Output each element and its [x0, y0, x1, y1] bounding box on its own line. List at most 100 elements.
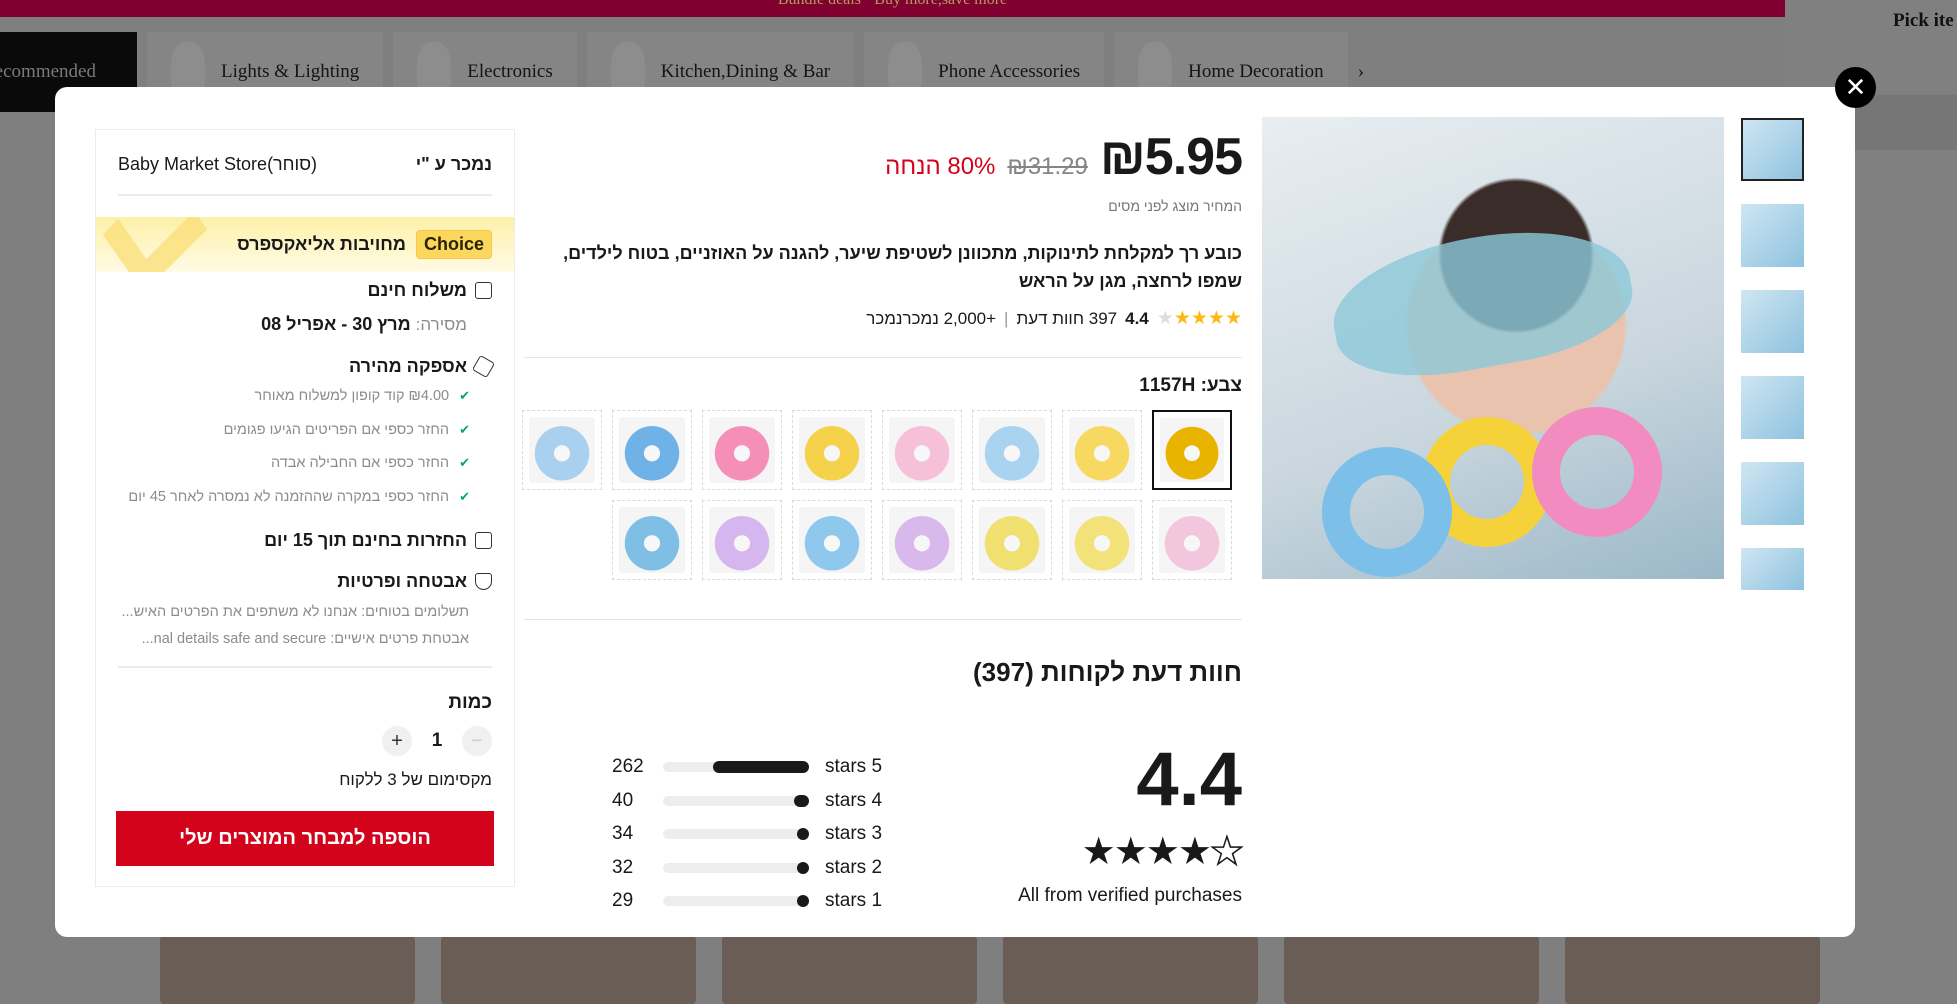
color-swatch[interactable] [792, 410, 872, 490]
benefit-item: ✔ ₪4.00 קוד קופון למשלוח מאוחר [254, 388, 470, 404]
product-tile[interactable] [722, 936, 977, 1004]
swatch-image [889, 417, 955, 483]
max-per-customer: מקסימום של 3 ללקוח [339, 770, 492, 789]
image-detail [1322, 447, 1452, 577]
thumbnail[interactable] [1741, 376, 1804, 439]
quantity-value[interactable]: 1 [431, 730, 443, 751]
quantity-label: כמות [448, 692, 492, 713]
truck-icon [475, 282, 492, 299]
product-tile[interactable] [1565, 936, 1820, 1004]
thumbnail[interactable] [1741, 204, 1804, 267]
chevron-right-icon[interactable]: › [1357, 61, 1365, 82]
security-line: תשלומים בטוחים: אנחנו לא משתפים את הפרטי… [121, 604, 470, 620]
swatch-image [709, 507, 775, 573]
rating-count: 34 [612, 823, 634, 844]
verified-note: All from verified purchases [1018, 885, 1242, 906]
check-mark-decoration [102, 217, 208, 272]
color-swatch[interactable] [702, 500, 782, 580]
swatch-image [799, 507, 865, 573]
thumbnail[interactable] [1741, 118, 1804, 181]
swatch-image [979, 507, 1045, 573]
rating-bar [663, 761, 809, 773]
decrease-button[interactable]: − [462, 726, 492, 756]
color-swatch[interactable] [612, 410, 692, 490]
thumbnail[interactable] [1741, 462, 1804, 525]
color-swatch[interactable] [1152, 500, 1232, 580]
swatch-image [1159, 507, 1225, 573]
rating-label: stars 3 [825, 823, 883, 844]
swatch-image [1069, 417, 1135, 483]
product-tile[interactable] [1284, 936, 1539, 1004]
banner-text: Bundle deals · Buy more,save more [778, 0, 1007, 8]
check-icon: ✔ [459, 489, 470, 504]
shield-icon [475, 573, 492, 590]
product-tile[interactable] [441, 936, 696, 1004]
color-swatch[interactable] [972, 500, 1052, 580]
product-summary: ₪5.95 ₪31.29 80% הנחה המחיר מוצג לפני מס… [524, 127, 1243, 331]
rating-label: stars 4 [825, 789, 883, 811]
benefit-item: ✔ החזר כספי אם החבילה אבדה [270, 455, 470, 471]
color-swatch[interactable] [882, 500, 962, 580]
rating-count: 32 [612, 856, 634, 878]
thumbnail[interactable] [1741, 290, 1804, 353]
color-swatch[interactable] [882, 410, 962, 490]
purchase-panel: נמכר ע "י (סוחר)Baby Market Store Choice… [95, 129, 515, 887]
benefit-item: ✔ החזר כספי במקרה שההזמנה לא נמסרה לאחר 4… [128, 489, 470, 505]
discount: 80% הנחה [885, 153, 996, 180]
quantity-stepper: − 1 + [118, 726, 492, 756]
rating-label: stars 2 [825, 856, 883, 878]
rating-count: 29 [612, 890, 634, 911]
benefit-item: ✔ החזר כספי אם הפריטים הגיעו פגומים [223, 422, 470, 438]
product-details: ₪5.95 ₪31.29 80% הנחה המחיר מוצג לפני מס… [522, 117, 1245, 917]
average-stars: ★★★★★ [1081, 830, 1245, 874]
sold-count: +2,000 נמכרנמכר [866, 309, 997, 328]
store-link[interactable]: (סוחר)Baby Market Store [118, 154, 317, 174]
color-swatch[interactable] [702, 410, 782, 490]
swatch-image [619, 507, 685, 573]
check-icon: ✔ [459, 388, 470, 403]
security-line: אבטחת פרטים אישיים: nal details safe and… [141, 631, 469, 647]
rating-bar [663, 794, 809, 807]
choice-badge: Choice [415, 230, 492, 259]
original-price: ₪31.29 [1007, 153, 1088, 180]
swatch-image [1069, 507, 1135, 573]
star-icon: ★ [1173, 308, 1191, 329]
product-tiles [160, 936, 1820, 1004]
return-box-icon [475, 532, 492, 549]
product-main-image[interactable] [1262, 117, 1724, 579]
rating-bar-fill [796, 828, 809, 840]
increase-button[interactable]: + [382, 726, 412, 756]
color-swatch[interactable] [1152, 410, 1232, 490]
swatch-image [529, 417, 595, 483]
product-tile[interactable] [160, 936, 415, 1004]
divider [524, 619, 1242, 620]
rating-bar [663, 895, 809, 907]
promo-banner[interactable]: Bundle deals · Buy more,save more [0, 0, 1785, 17]
product-tile[interactable] [1003, 936, 1258, 1004]
color-swatch[interactable] [1062, 500, 1142, 580]
close-icon[interactable]: ✕ [1835, 67, 1876, 108]
image-detail [1322, 211, 1642, 393]
delivery-dates: מסירה: מרץ 30 - אפריל 08 [261, 314, 467, 334]
rating-bar-fill [797, 895, 809, 907]
rating-bar-fill [712, 761, 809, 773]
color-swatch[interactable] [792, 500, 872, 580]
color-swatch[interactable] [522, 410, 602, 490]
thumbnail[interactable] [1741, 548, 1804, 590]
swatch-image [709, 417, 775, 483]
check-icon: ✔ [459, 422, 470, 437]
color-swatch[interactable] [612, 500, 692, 580]
free-returns: החזרות בחינם תוך 15 יום [118, 530, 492, 551]
add-to-cart-button[interactable]: הוספה למבחר המוצרים שלי [116, 811, 494, 866]
separator: | [1004, 309, 1009, 328]
color-label: צבע: 1157H [1139, 375, 1242, 396]
rating-label: stars 1 [825, 890, 883, 911]
reviews-link[interactable]: 397 חוות דעת [1016, 309, 1118, 328]
average-rating: 4.4 [1136, 737, 1242, 822]
color-swatch[interactable] [972, 410, 1052, 490]
star-icon: ★ [1156, 308, 1174, 329]
partial-star-icon: ★ [1209, 830, 1245, 874]
product-title: כובע רך למקלחת לתינוקות, מתכוונן לשטיפת … [563, 243, 1242, 291]
color-swatch[interactable] [1062, 410, 1142, 490]
rating-count: 262 [612, 756, 644, 777]
